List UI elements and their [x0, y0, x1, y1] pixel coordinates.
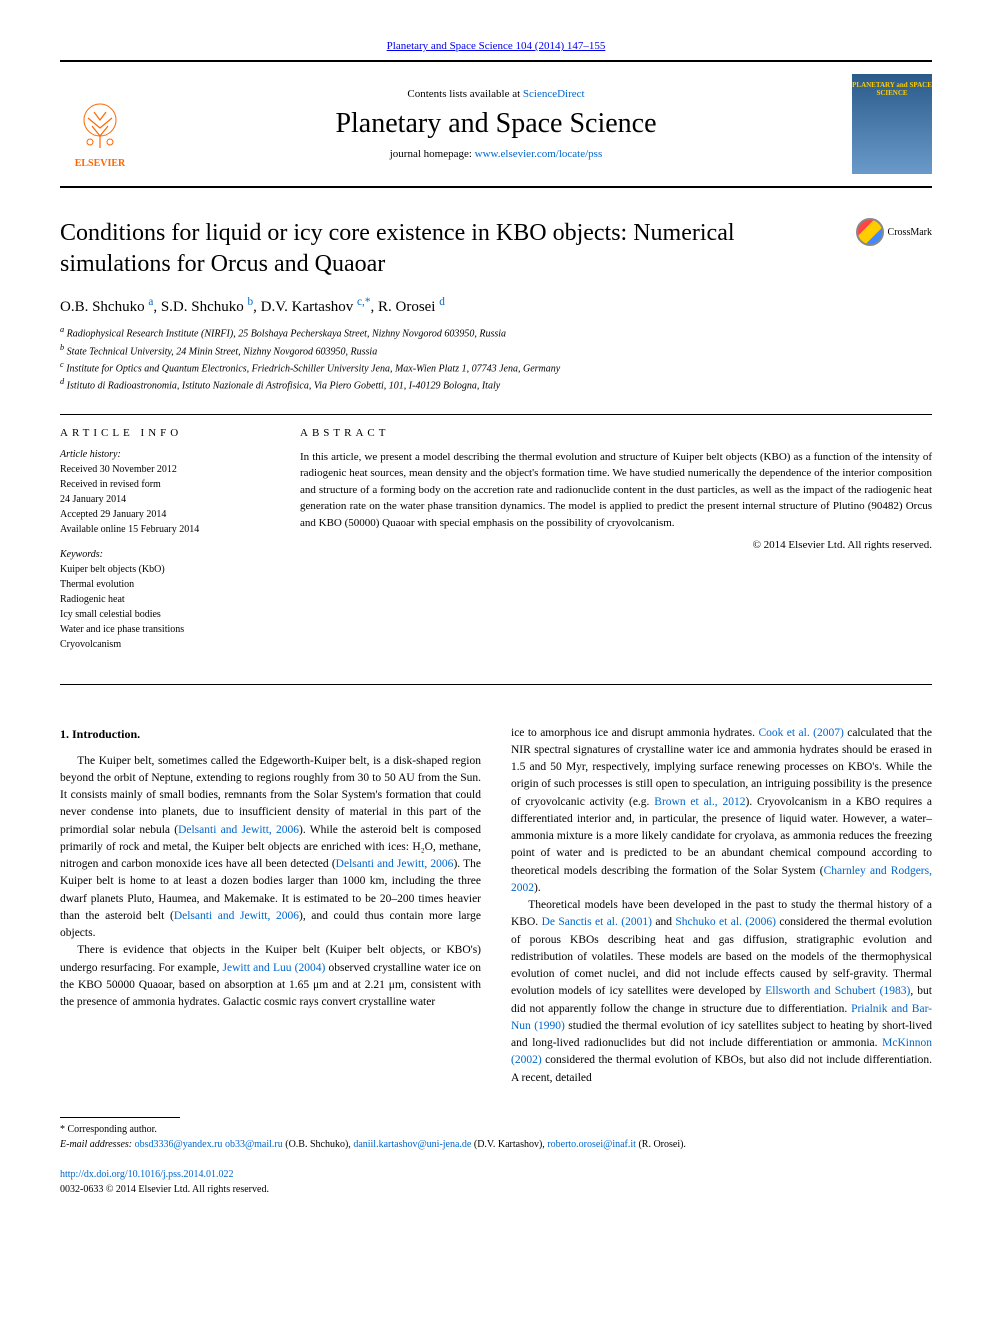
- crossmark-label: CrossMark: [888, 227, 932, 238]
- affiliation-line: a Radiophysical Research Institute (NIRF…: [60, 324, 932, 341]
- email-owner: (O.B. Shchuko),: [283, 1139, 351, 1150]
- elsevier-tree-icon: [70, 98, 130, 158]
- journal-cover-thumbnail[interactable]: PLANETARY and SPACE SCIENCE: [852, 74, 932, 174]
- affiliations-block: a Radiophysical Research Institute (NIRF…: [60, 324, 932, 393]
- info-abstract-row: ARTICLE INFO Article history: Received 3…: [60, 427, 932, 664]
- authors-line: O.B. Shchuko a, S.D. Shchuko b, D.V. Kar…: [60, 296, 932, 316]
- journal-citation-header: Planetary and Space Science 104 (2014) 1…: [60, 40, 932, 52]
- elsevier-name: ELSEVIER: [75, 158, 126, 169]
- corresponding-author-note: * Corresponding author.: [60, 1122, 932, 1137]
- keywords-label: Keywords:: [60, 549, 260, 560]
- ref-shchuko[interactable]: Shchuko et al. (2006): [675, 916, 776, 928]
- header-center: Contents lists available at ScienceDirec…: [160, 88, 832, 160]
- email-link[interactable]: daniil.kartashov@uni-jena.de: [353, 1139, 471, 1150]
- author-aff-link[interactable]: b: [248, 296, 254, 308]
- intro-para-3: Theoretical models have been developed i…: [511, 897, 932, 1087]
- sciencedirect-link[interactable]: ScienceDirect: [523, 88, 585, 100]
- intro-para-1: The Kuiper belt, sometimes called the Ed…: [60, 753, 481, 943]
- author-name: O.B. Shchuko: [60, 299, 145, 315]
- affiliation-line: c Institute for Optics and Quantum Elect…: [60, 359, 932, 376]
- email-addresses: E-mail addresses: obsd3336@yandex.ru ob3…: [60, 1137, 932, 1152]
- email-label: E-mail addresses:: [60, 1139, 135, 1150]
- homepage-prefix: journal homepage:: [390, 148, 475, 160]
- title-row: Conditions for liquid or icy core existe…: [60, 218, 932, 280]
- abstract-header: ABSTRACT: [300, 427, 932, 439]
- section-divider-2: [60, 684, 932, 685]
- doi-link[interactable]: http://dx.doi.org/10.1016/j.pss.2014.01.…: [60, 1169, 233, 1180]
- footer-divider: [60, 1117, 180, 1118]
- author-name: R. Orosei: [378, 299, 436, 315]
- email-owner: (R. Orosei).: [636, 1139, 686, 1150]
- ref-brown[interactable]: Brown et al., 2012: [654, 796, 745, 808]
- author-aff-link[interactable]: c,*: [357, 296, 370, 308]
- journal-header-bar: ELSEVIER Contents lists available at Sci…: [60, 60, 932, 188]
- history-text: Received 30 November 2012Received in rev…: [60, 462, 260, 537]
- affiliation-line: b State Technical University, 24 Minin S…: [60, 342, 932, 359]
- ref-cook[interactable]: Cook et al. (2007): [758, 727, 843, 739]
- homepage-link[interactable]: www.elsevier.com/locate/pss: [475, 148, 603, 160]
- keywords-text: Kuiper belt objects (KbO)Thermal evoluti…: [60, 562, 260, 652]
- journal-homepage-line: journal homepage: www.elsevier.com/locat…: [160, 148, 832, 160]
- body-column-right: ice to amorphous ice and disrupt ammonia…: [511, 725, 932, 1087]
- author-name: D.V. Kartashov: [261, 299, 354, 315]
- ref-delsanti-1[interactable]: Delsanti and Jewitt, 2006: [178, 824, 299, 836]
- ref-jewitt[interactable]: Jewitt and Luu (2004): [223, 962, 326, 974]
- article-info-column: ARTICLE INFO Article history: Received 3…: [60, 427, 260, 664]
- contents-lists-line: Contents lists available at ScienceDirec…: [160, 88, 832, 100]
- article-info-header: ARTICLE INFO: [60, 427, 260, 439]
- author-aff-link[interactable]: d: [439, 296, 445, 308]
- email-link[interactable]: obsd3336@yandex.ru: [135, 1139, 223, 1150]
- body-column-left: 1. Introduction. The Kuiper belt, someti…: [60, 725, 481, 1087]
- history-label: Article history:: [60, 449, 260, 460]
- abstract-column: ABSTRACT In this article, we present a m…: [300, 427, 932, 664]
- intro-section-title: 1. Introduction.: [60, 725, 481, 743]
- intro-para-2: There is evidence that objects in the Ku…: [60, 942, 481, 1011]
- crossmark-badge[interactable]: CrossMark: [856, 218, 932, 246]
- ref-ellsworth[interactable]: Ellsworth and Schubert (1983): [765, 985, 910, 997]
- article-title: Conditions for liquid or icy core existe…: [60, 218, 836, 280]
- email-owner: (D.V. Kartashov),: [471, 1139, 547, 1150]
- footer-notes: * Corresponding author. E-mail addresses…: [60, 1122, 932, 1152]
- contents-lists-prefix: Contents lists available at: [407, 88, 522, 100]
- journal-name: Planetary and Space Science: [160, 108, 832, 140]
- section-divider: [60, 414, 932, 415]
- abstract-copyright: © 2014 Elsevier Ltd. All rights reserved…: [300, 539, 932, 551]
- citation-link[interactable]: Planetary and Space Science 104 (2014) 1…: [387, 40, 606, 52]
- ref-delsanti-2[interactable]: Delsanti and Jewitt, 2006: [336, 858, 454, 870]
- affiliation-line: d Istituto di Radioastronomia, Istituto …: [60, 376, 932, 393]
- crossmark-icon: [856, 218, 884, 246]
- ref-desanctis[interactable]: De Sanctis et al. (2001): [542, 916, 652, 928]
- author-name: S.D. Shchuko: [161, 299, 244, 315]
- email-link[interactable]: ob33@mail.ru: [225, 1139, 283, 1150]
- ref-delsanti-3[interactable]: Delsanti and Jewitt, 2006: [174, 910, 299, 922]
- email-link[interactable]: roberto.orosei@inaf.it: [547, 1139, 636, 1150]
- abstract-text: In this article, we present a model desc…: [300, 449, 932, 532]
- elsevier-logo[interactable]: ELSEVIER: [60, 79, 140, 169]
- body-two-columns: 1. Introduction. The Kuiper belt, someti…: [60, 725, 932, 1087]
- journal-cover-title: PLANETARY and SPACE SCIENCE: [852, 82, 932, 97]
- author-aff-link[interactable]: a: [148, 296, 153, 308]
- issn-copyright: 0032-0633 © 2014 Elsevier Ltd. All right…: [60, 1184, 932, 1195]
- intro-para-2-cont: ice to amorphous ice and disrupt ammonia…: [511, 725, 932, 898]
